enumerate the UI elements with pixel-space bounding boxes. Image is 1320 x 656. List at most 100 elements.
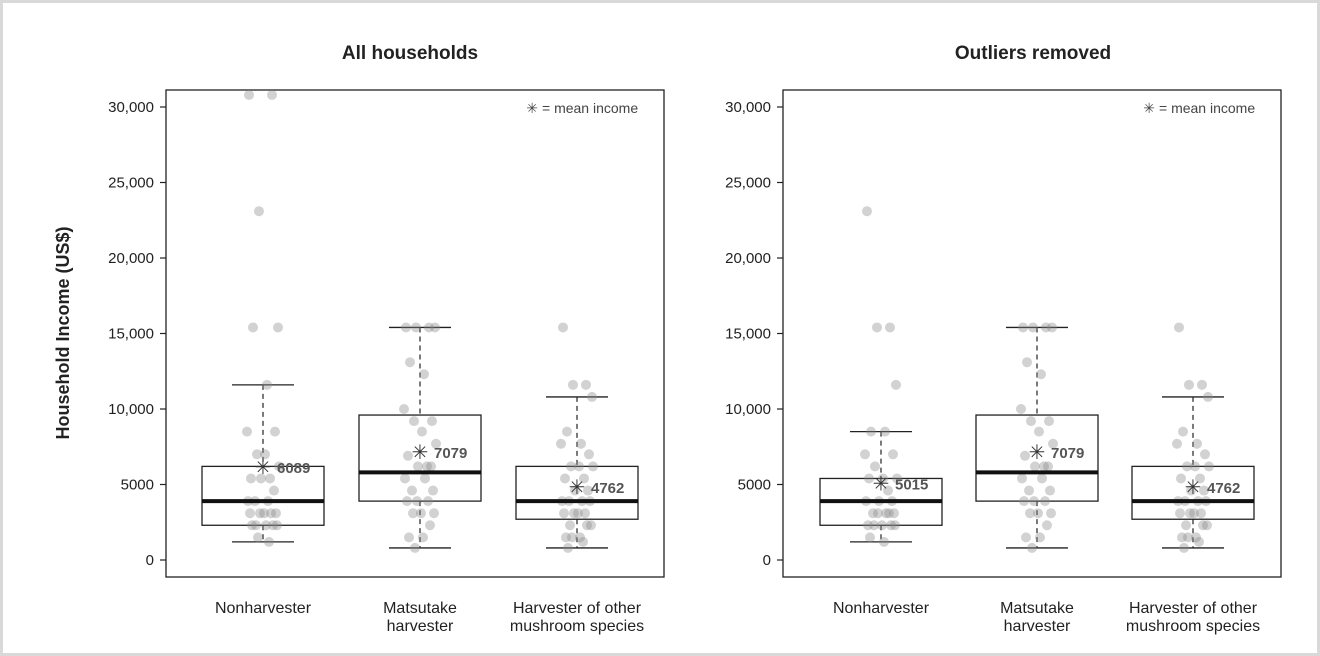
data-point (274, 461, 284, 472)
data-point (1046, 508, 1056, 519)
data-point (430, 322, 440, 333)
data-point (1017, 473, 1027, 484)
data-point (260, 449, 270, 460)
data-point (1194, 536, 1204, 547)
data-point (400, 473, 410, 484)
data-point (255, 508, 265, 519)
data-point (584, 449, 594, 460)
x-category-label: mushroom species (1126, 618, 1260, 635)
box-group: ✳ 4762 (515, 322, 639, 553)
data-point (563, 542, 573, 553)
data-point (569, 508, 579, 519)
y-tick-label: 5000 (738, 477, 771, 494)
data-point (1198, 520, 1208, 531)
data-point (576, 438, 586, 449)
x-category-label: mushroom species (510, 618, 644, 635)
data-point (566, 461, 576, 472)
data-point (880, 426, 890, 437)
data-point (429, 508, 439, 519)
data-point (254, 206, 264, 217)
box-iqr (515, 465, 639, 520)
data-point (558, 322, 568, 333)
data-point (401, 322, 411, 333)
data-point (270, 426, 280, 437)
data-point (431, 438, 441, 449)
mean-marker-icon: ✳ (873, 471, 890, 495)
data-point (1186, 485, 1196, 496)
data-point (877, 520, 887, 531)
y-tick-label: 25,000 (108, 175, 154, 192)
data-point (1026, 416, 1036, 427)
data-point (1202, 520, 1212, 531)
y-tick-label: 10,000 (108, 401, 154, 418)
mean-marker-icon: ✳ (412, 440, 429, 464)
data-point (868, 508, 878, 519)
data-point (425, 520, 435, 531)
box-iqr (1131, 465, 1255, 520)
data-point (586, 520, 596, 531)
data-point (1025, 508, 1035, 519)
data-point (872, 322, 882, 333)
data-point (574, 461, 584, 472)
data-point (1182, 461, 1192, 472)
data-point (262, 379, 272, 390)
data-point (1190, 461, 1200, 472)
data-point (1191, 532, 1201, 543)
data-point (869, 520, 879, 531)
data-point (1189, 508, 1199, 519)
box-group: ✳ 4762 (1131, 322, 1255, 553)
x-category-label: harvester (1004, 618, 1071, 635)
x-category-label: Matsutake (383, 600, 457, 617)
data-point (567, 532, 577, 543)
data-point (1045, 485, 1055, 496)
box-group: ✳ 7079 (975, 322, 1099, 553)
data-point (1024, 485, 1034, 496)
data-point (271, 508, 281, 519)
y-axis-label: Household Income (US$) (53, 226, 73, 439)
mean-value-label: 5015 (895, 476, 928, 493)
data-point (556, 438, 566, 449)
data-point (244, 89, 254, 100)
data-point (1200, 449, 1210, 460)
legend-asterisk-icon: ✳ (526, 100, 538, 116)
data-point (860, 449, 870, 460)
data-point (410, 542, 420, 553)
data-point (578, 536, 588, 547)
data-point (886, 520, 896, 531)
data-point (862, 206, 872, 217)
box-group: ✳ 7079 (358, 322, 482, 553)
y-tick-label: 30,000 (108, 99, 154, 116)
data-point (864, 473, 874, 484)
data-point (245, 508, 255, 519)
data-point (1016, 404, 1026, 414)
data-point (428, 485, 438, 496)
data-point (1047, 322, 1057, 333)
data-point (264, 536, 274, 547)
data-point (1036, 369, 1046, 380)
data-point (891, 379, 901, 390)
data-point (1029, 496, 1039, 507)
y-tick-label: 10,000 (725, 401, 771, 418)
data-point (1027, 542, 1037, 553)
data-point (426, 461, 436, 472)
mean-marker-icon: ✳ (1029, 440, 1046, 464)
x-category-label: Harvester of other (513, 600, 642, 617)
data-point (268, 520, 278, 531)
data-point (259, 508, 269, 519)
chart-panel-2: Outliers removed 0 5000 10,000 15,000 20,000 2… (725, 43, 1282, 635)
box-iqr (358, 414, 482, 502)
data-point (409, 416, 419, 427)
y-tick-label: 0 (146, 552, 154, 569)
box-group: ✳ 5015 (819, 206, 943, 547)
data-point (1177, 532, 1187, 543)
data-point (1043, 461, 1053, 472)
data-point (1204, 461, 1214, 472)
data-point (402, 496, 412, 507)
data-point (1181, 520, 1191, 531)
data-point (1040, 496, 1050, 507)
data-point (403, 450, 413, 461)
data-point (416, 508, 426, 519)
data-point (256, 473, 266, 484)
mean-value-label: 7079 (434, 445, 467, 462)
